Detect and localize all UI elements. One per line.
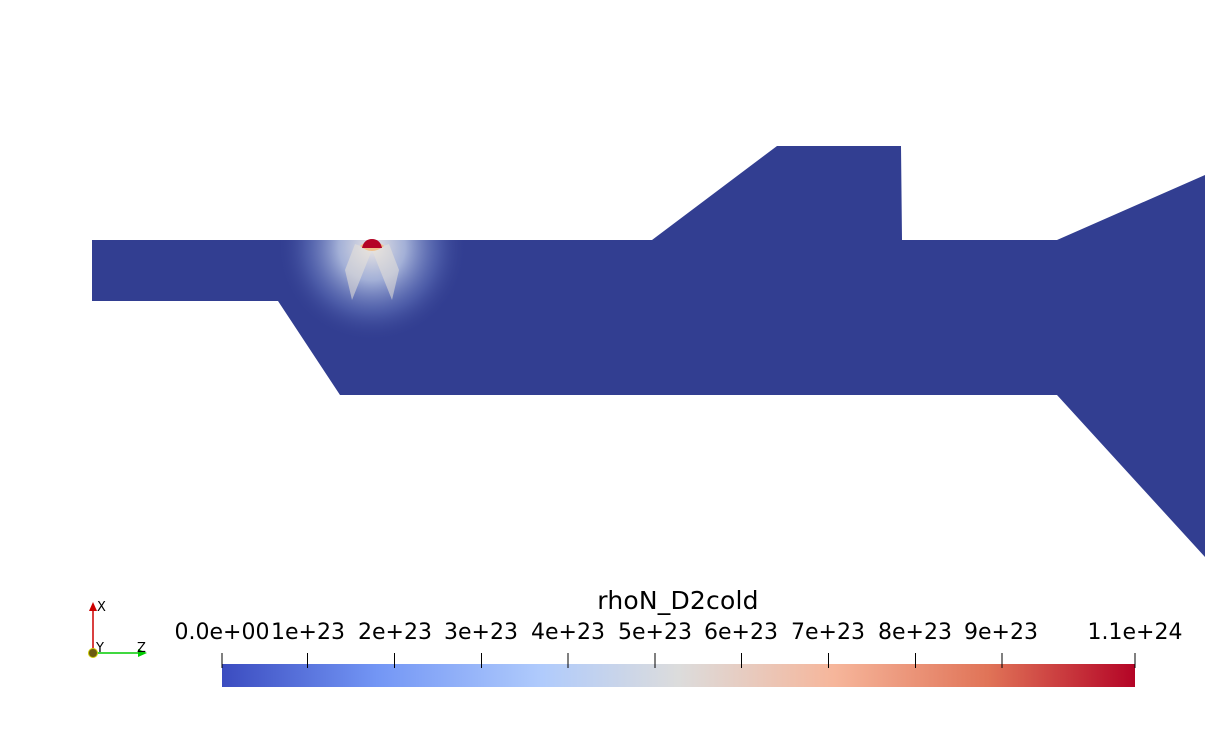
colorbar-gradient [222,664,1135,687]
colorbar-tick-label: 2e+23 [358,620,432,645]
colorbar-tick-label: 1e+23 [271,620,345,645]
colorbar-tick-label: 3e+23 [444,620,518,645]
density-plume [277,168,467,348]
hotspot-peak [362,239,382,248]
x-axis-label: X [97,600,106,615]
orientation-axes [88,602,147,658]
z-axis-arrow [138,649,147,657]
y-axis-label: Y [96,641,104,656]
colorbar-title: rhoN_D2cold [597,586,759,615]
colorbar-tick-label: 7e+23 [791,620,865,645]
colorbar-tick-label: 4e+23 [531,620,605,645]
colorbar-tick-label: 1.1e+24 [1087,620,1183,645]
x-axis-arrow [89,602,97,611]
mesh-geometry[interactable] [92,146,1205,557]
colorbar-tick-label: 8e+23 [878,620,952,645]
z-axis-label: Z [137,641,146,656]
colorbar-tick-label: 6e+23 [704,620,778,645]
colorbar-tick-label: 0.0e+00 [174,620,270,645]
colorbar-tick-label: 9e+23 [964,620,1038,645]
colorbar-ticks [221,653,1136,668]
y-axis-dot [88,648,98,658]
colorbar-tick-label: 5e+23 [618,620,692,645]
